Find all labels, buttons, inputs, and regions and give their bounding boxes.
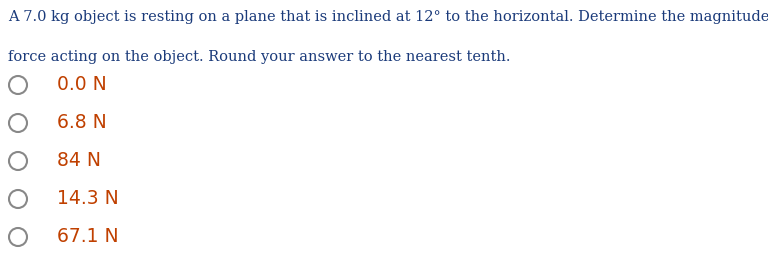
- Text: 84 N: 84 N: [57, 151, 101, 170]
- Text: 0.0 N: 0.0 N: [57, 76, 107, 95]
- Text: A 7.0 kg object is resting on a plane that is inclined at 12° to the horizontal.: A 7.0 kg object is resting on a plane th…: [8, 10, 768, 24]
- Text: 6.8 N: 6.8 N: [57, 114, 107, 132]
- Text: 67.1 N: 67.1 N: [57, 228, 118, 247]
- Text: 14.3 N: 14.3 N: [57, 189, 119, 209]
- Text: force acting on the object. Round your answer to the nearest tenth.: force acting on the object. Round your a…: [8, 50, 511, 64]
